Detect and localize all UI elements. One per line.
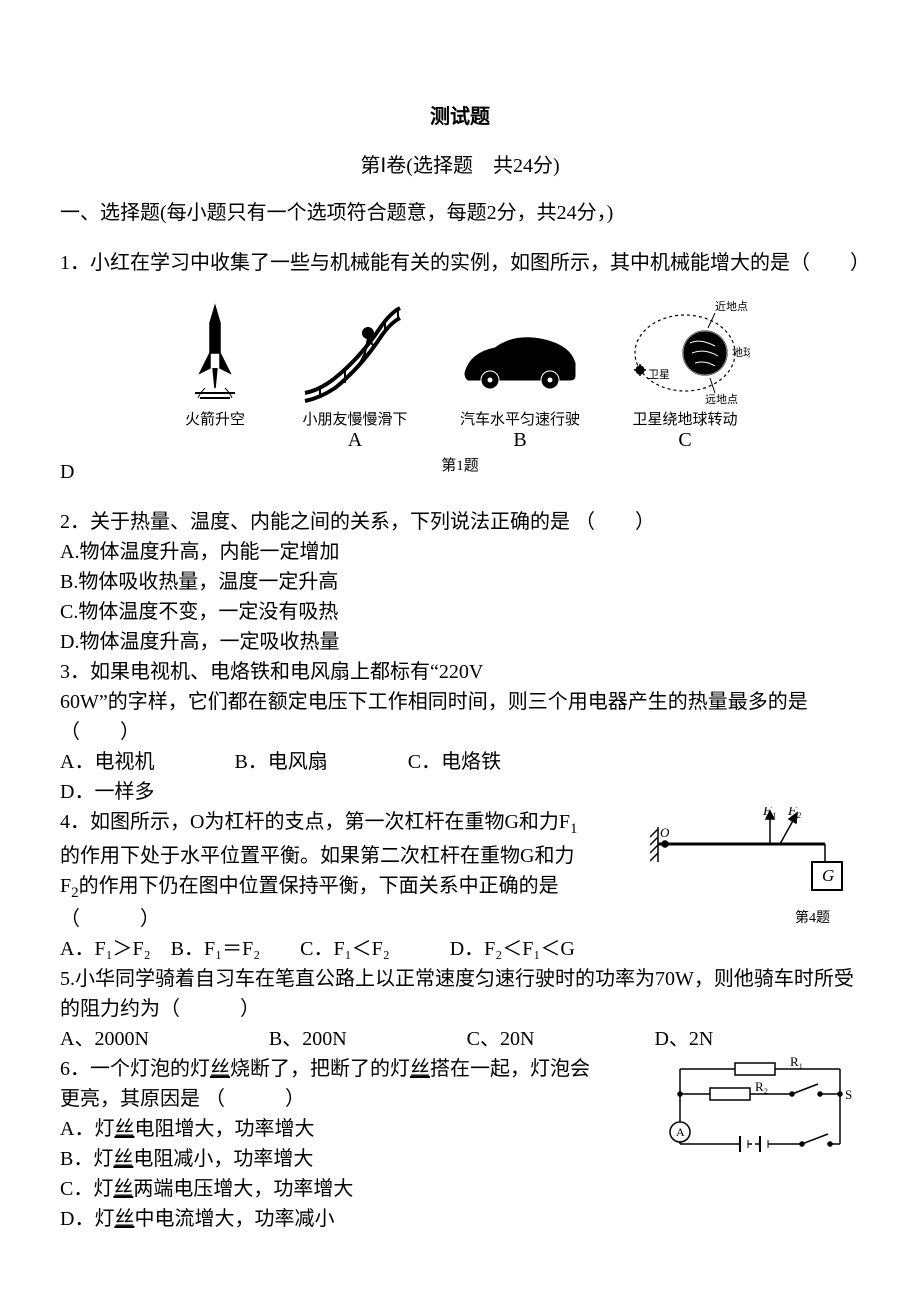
q4-line3: F2的作用下仍在图中位置保持平衡，下面关系中正确的是 — [60, 871, 640, 905]
q6-options: A．灯丝电阻增大，功率增大 B．灯丝电阻减小，功率增大 C．灯丝两端电压增大，功… — [60, 1114, 650, 1234]
q2-opt-b: B.物体吸收热量，温度一定升高 — [60, 567, 860, 597]
q1-fig-a-label: A — [290, 429, 420, 452]
q6-line2: 更亮，其原因是 （ ） — [60, 1084, 650, 1114]
svg-text:A: A — [676, 1125, 685, 1139]
q1-fig-c-label: C — [620, 429, 750, 452]
slide-icon — [290, 298, 420, 408]
q1-fig-a-caption: 火箭升空 — [170, 408, 260, 429]
orbit-near-label: 近地点 — [715, 300, 748, 313]
svg-text:R₁: R₁ — [790, 1054, 803, 1069]
q1-figures: 火箭升空 小朋友慢慢滑下 A — [60, 298, 860, 452]
q6-line1: 6．一个灯泡的灯丝烧断了，把断了的灯丝搭在一起，灯泡会 — [60, 1054, 650, 1084]
svg-text:F₂: F₂ — [787, 807, 802, 819]
orbit-moon-label: 卫星 — [648, 368, 670, 381]
q1-fig-c-caption: 汽车水平匀速行驶 — [450, 408, 590, 429]
q5-stem: 5.小华同学骑着自习车在笔直公路上以正常速度匀速行驶时的功率为70W，则他骑车时… — [60, 964, 860, 1024]
q1-fig-a: 火箭升空 — [170, 298, 260, 452]
q4-figure: F₁ F₂ O G 第4题 — [650, 807, 860, 927]
q2-stem: 2．关于热量、温度、内能之间的关系，下列说法正确的是 （ ） — [60, 507, 860, 537]
q4-fig-caption: 第4题 — [650, 907, 860, 927]
q2-opt-d: D.物体温度升高，一定吸收热量 — [60, 627, 860, 657]
q4-line1: 4．如图所示，O为杠杆的支点，第一次杠杆在重物G和力F1 — [60, 807, 640, 841]
q3-stem-b: 60W”的字样，它们都在额定电压下工作相同时间，则三个用电器产生的热量最多的是（… — [60, 687, 860, 747]
circuit-icon: R₁ R₂ A S — [660, 1054, 860, 1164]
svg-text:S: S — [845, 1087, 852, 1102]
q1-fig-b-caption: 小朋友慢慢滑下 — [290, 408, 420, 429]
q5-opts: A、2000N B、200N C、20N D、2N — [60, 1024, 860, 1054]
q3-opt-d: D．一样多 — [60, 777, 860, 807]
svg-text:G: G — [822, 866, 834, 885]
q1-fig-d-caption: 卫星绕地球转动 — [620, 408, 750, 429]
orbit-far-label: 远地点 — [705, 393, 738, 406]
q4-opts: A．F₁＞F₂ B．F₁＝F₂ C．F₁＜F₂ D．F₂＜F₁＜G — [60, 934, 860, 964]
q2-opt-a: A.物体温度升高，内能一定增加 — [60, 537, 860, 567]
section-1-head: 一、选择题(每小题只有一个选项符合题意，每题2分，共24分，) — [60, 198, 860, 228]
q3-stem-a: 3．如果电视机、电烙铁和电风扇上都标有“220V — [60, 657, 860, 687]
lever-icon: F₁ F₂ O G — [650, 807, 860, 902]
q4-line4: （ ） — [60, 904, 640, 934]
q1-fig-b-label: B — [450, 429, 590, 452]
orbit-icon: 近地点 地球 卫星 远地点 — [620, 298, 750, 408]
q1-fig-d: 近地点 地球 卫星 远地点 卫星绕地球转动 C — [620, 298, 750, 452]
q2-options: A.物体温度升高，内能一定增加 B.物体吸收热量，温度一定升高 C.物体温度不变… — [60, 537, 860, 657]
q6-figure: R₁ R₂ A S — [660, 1054, 860, 1169]
q6-opt-a: A．灯丝电阻增大，功率增大 — [60, 1114, 650, 1144]
doc-title: 测试题 — [60, 100, 860, 129]
q2-opt-c: C.物体温度不变，一定没有吸热 — [60, 597, 860, 627]
q6-opt-b: B．灯丝电阻减小，功率增大 — [60, 1144, 650, 1174]
q1-fig-c: 汽车水平匀速行驶 B — [450, 298, 590, 452]
svg-text:R₂: R₂ — [755, 1079, 768, 1094]
rocket-icon — [170, 298, 260, 408]
svg-text:F₁: F₁ — [762, 807, 776, 819]
q6-opt-d: D．灯丝中电流增大，功率减小 — [60, 1204, 650, 1234]
svg-text:O: O — [660, 825, 670, 840]
car-icon — [450, 298, 590, 408]
q3-opts: A．电视机 B．电风扇 C．电烙铁 — [60, 747, 860, 777]
q1-fig-b: 小朋友慢慢滑下 A — [290, 298, 420, 452]
q1-stem: 1．小红在学习中收集了一些与机械能有关的实例，如图所示，其中机械能增大的是（ ） — [60, 248, 860, 278]
doc-subtitle: 第Ⅰ卷(选择题 共24分) — [60, 149, 860, 178]
q6-opt-c: C．灯丝两端电压增大，功率增大 — [60, 1174, 650, 1204]
orbit-earth-label: 地球 — [732, 345, 750, 359]
q4-line2: 的作用下处于水平位置平衡。如果第二次杠杆在重物G和力 — [60, 841, 640, 871]
